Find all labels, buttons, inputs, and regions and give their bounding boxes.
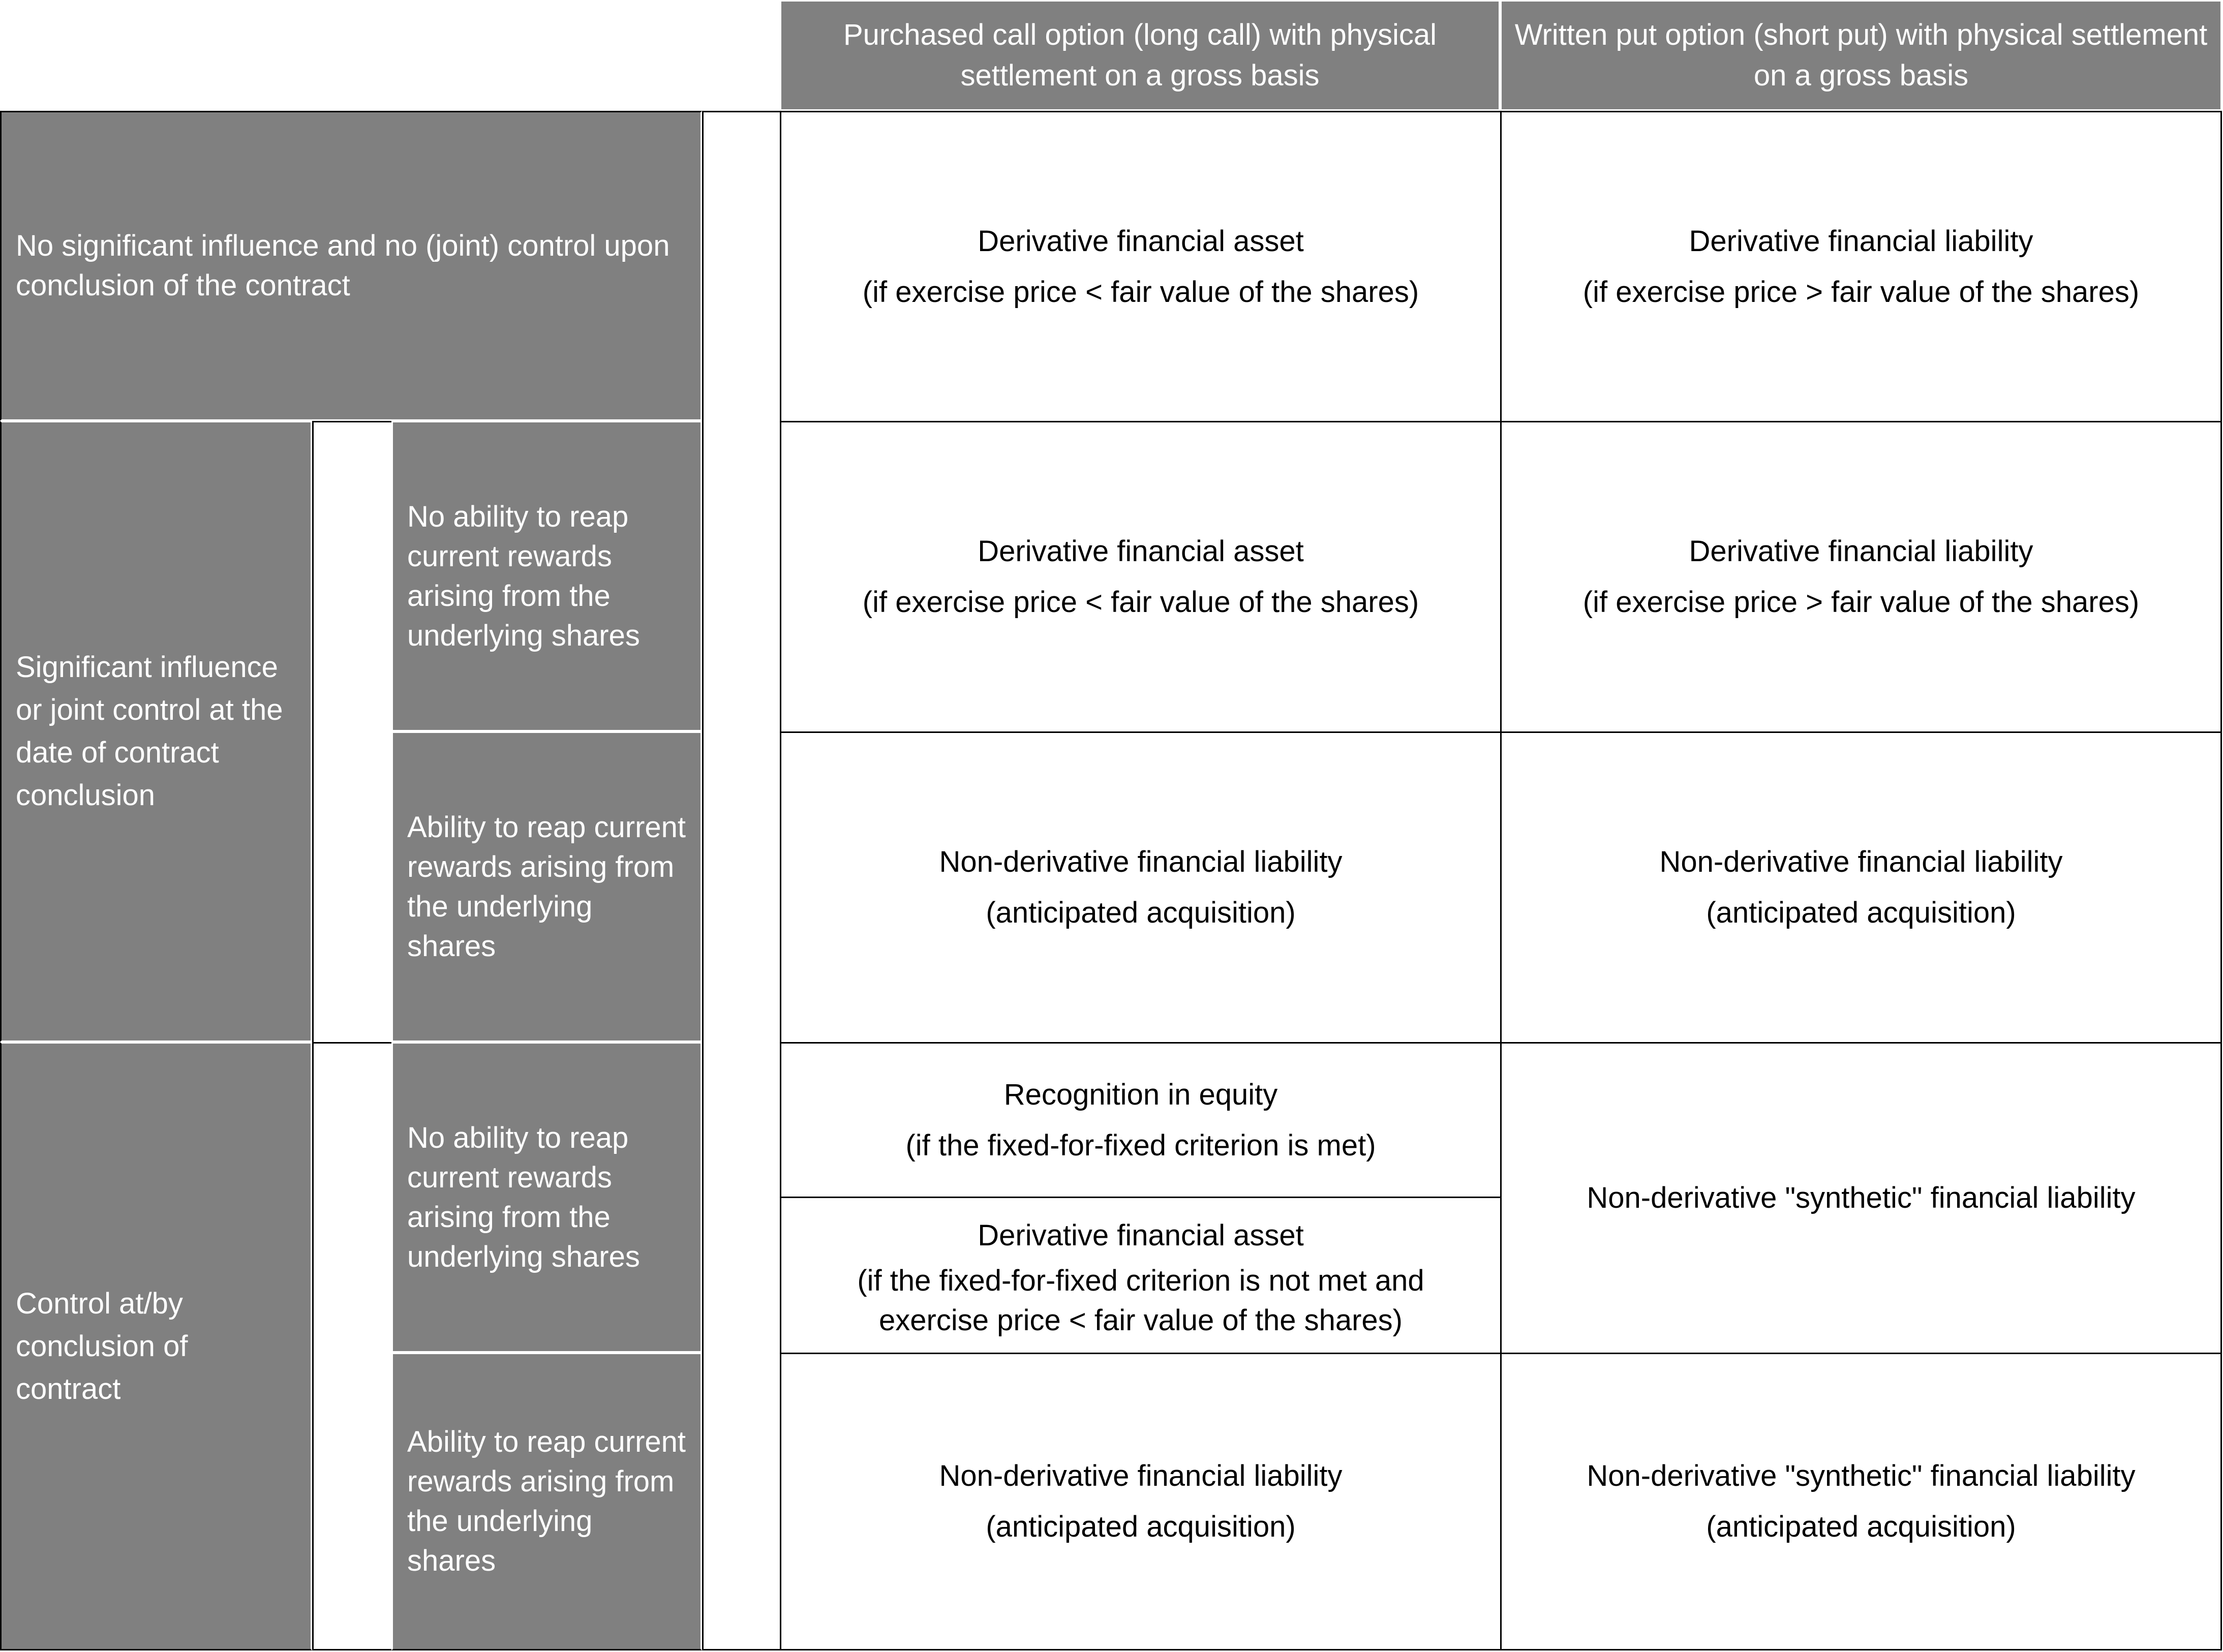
cell-text: (anticipated acquisition) <box>1706 1510 2016 1543</box>
sublabel-no-rewards: No ability to reap current rewards arisi… <box>391 421 702 731</box>
cell-text: (anticipated acquisition) <box>986 1510 1296 1543</box>
cell-text: (if the fixed-for-fixed criterion is met… <box>905 1128 1376 1162</box>
cell-no-influence-call: Derivative financial asset (if exercise p… <box>780 111 1502 422</box>
cell-control-rewards-call: Non-derivative financial liability (antic… <box>780 1353 1502 1650</box>
cell-text: (if exercise price < fair value of the s… <box>862 586 1419 619</box>
cell-sig-no-rewards-call: Derivative financial asset (if exercise p… <box>780 421 1502 733</box>
cell-sig-rewards-call: Non-derivative financial liability (antic… <box>780 731 1502 1044</box>
cell-text: Non-derivative "synthetic" financial lia… <box>1587 1459 2136 1492</box>
cell-text: No ability to reap current rewards arisi… <box>407 500 640 652</box>
cell-text: Ability to reap current rewards arising … <box>407 810 686 963</box>
cell-text: Non-derivative "synthetic" financial lia… <box>1587 1181 2136 1214</box>
spacer-column <box>702 111 781 1650</box>
label-text: No significant influence and no (joint) … <box>16 229 670 302</box>
label-text: Control at/by conclusion of contract <box>16 1287 188 1405</box>
cell-text: (anticipated acquisition) <box>986 896 1296 929</box>
cell-text: Derivative financial asset <box>978 535 1304 568</box>
sublabel-no-rewards: No ability to reap current rewards arisi… <box>391 1042 702 1353</box>
cell-text: Derivative financial asset <box>978 224 1304 258</box>
cell-no-influence-put: Derivative financial liability (if exerci… <box>1500 111 2222 422</box>
cell-text: Non-derivative financial liability <box>939 1459 1343 1492</box>
cell-control-no-rewards-call-equity: Recognition in equity (if the fixed-for-f… <box>780 1042 1502 1198</box>
cell-sig-no-rewards-put: Derivative financial liability (if exerci… <box>1500 421 2222 733</box>
row-label-no-influence: No significant influence and no (joint) … <box>0 111 702 421</box>
cell-text: (if exercise price < fair value of the s… <box>862 275 1419 309</box>
cell-text: Derivative financial asset <box>978 1219 1304 1252</box>
cell-sig-rewards-put: Non-derivative financial liability (antic… <box>1500 731 2222 1044</box>
cell-text: Non-derivative financial liability <box>1659 845 2063 878</box>
header-text: Written put option (short put) with phys… <box>1514 18 2208 92</box>
spacer-column <box>312 1042 393 1650</box>
row-label-control: Control at/by conclusion of contract <box>0 1042 312 1650</box>
row-label-significant-influence: Significant influence or joint control a… <box>0 421 312 1042</box>
sublabel-rewards: Ability to reap current rewards arising … <box>391 1353 702 1650</box>
cell-control-rewards-put: Non-derivative "synthetic" financial lia… <box>1500 1353 2222 1650</box>
cell-text: Derivative financial liability <box>1689 224 2033 258</box>
cell-control-no-rewards-call-asset: Derivative financial asset (if the fixed-… <box>780 1197 1502 1354</box>
cell-text: Derivative financial liability <box>1689 535 2033 568</box>
cell-control-no-rewards-put: Non-derivative "synthetic" financial lia… <box>1500 1042 2222 1354</box>
header-text: Purchased call option (long call) with p… <box>843 18 1437 92</box>
cell-text: Recognition in equity <box>1003 1078 1278 1111</box>
column-header-long-call: Purchased call option (long call) with p… <box>780 0 1500 111</box>
label-text: Significant influence or joint control a… <box>16 651 283 812</box>
cell-text: Non-derivative financial liability <box>939 845 1343 878</box>
cell-text: No ability to reap current rewards arisi… <box>407 1121 640 1273</box>
spacer-column <box>312 421 393 1044</box>
cell-text: (if exercise price > fair value of the s… <box>1582 586 2140 619</box>
cell-text: (if exercise price > fair value of the s… <box>1582 275 2140 309</box>
column-header-short-put: Written put option (short put) with phys… <box>1500 0 2222 111</box>
sublabel-rewards: Ability to reap current rewards arising … <box>391 731 702 1042</box>
cell-text: (anticipated acquisition) <box>1706 896 2016 929</box>
cell-text: (if the fixed-for-fixed criterion is not… <box>857 1264 1424 1337</box>
cell-text: Ability to reap current rewards arising … <box>407 1425 686 1577</box>
